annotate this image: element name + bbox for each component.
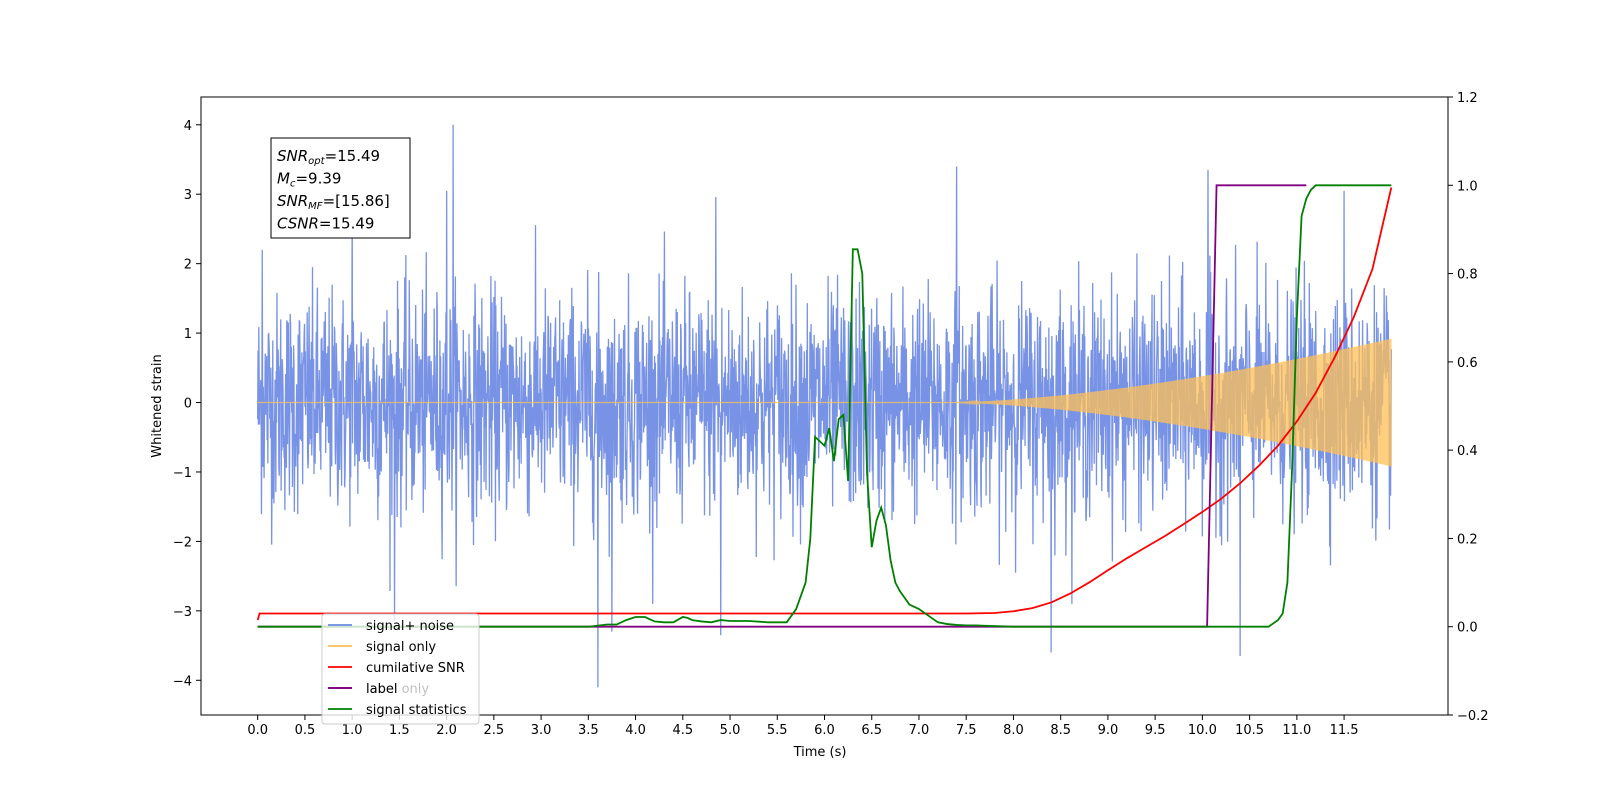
y2-tick-label: 0.0 <box>1457 621 1478 636</box>
x-tick-label: 10.0 <box>1188 723 1217 738</box>
legend-label: cumilative SNR <box>366 661 465 676</box>
legend: signal+ noise signal only cumilative SNR la… <box>321 613 480 725</box>
y2-tick-label: 1.0 <box>1457 179 1478 194</box>
x-tick-label: 6.5 <box>861 723 882 738</box>
y2-tick-label: −0.2 <box>1457 709 1489 724</box>
series-line-cumilative-snr <box>256 187 1393 621</box>
x-tick-label: 11.5 <box>1330 723 1359 738</box>
x-tick-label: 5.0 <box>720 723 741 738</box>
x-tick-label: 0.5 <box>295 723 316 738</box>
y2-tick-label: 1.2 <box>1457 91 1478 106</box>
x-tick-label: 1.5 <box>389 723 410 738</box>
x-axis-title: Time (s) <box>793 745 847 760</box>
series-line-signal-only <box>257 338 1392 467</box>
x-tick-label: 2.0 <box>436 723 457 738</box>
annotation-frame <box>270 137 411 239</box>
series-line-signal-statistics <box>257 184 1392 628</box>
y-axis-left: 4 3 2 1 0 −1 −2 −3 −4 <box>173 119 201 689</box>
x-tick-label: 4.5 <box>672 723 693 738</box>
legend-label: signal statistics <box>366 703 467 718</box>
series-line-signal-noise <box>257 124 1392 688</box>
x-tick-label: 0.0 <box>247 723 268 738</box>
x-tick-label: 5.5 <box>767 723 788 738</box>
y-tick-label: −3 <box>173 605 192 620</box>
x-tick-label: 11.0 <box>1282 723 1311 738</box>
y-tick-label: −2 <box>173 535 192 550</box>
annotation-line: Mc=9.39 <box>277 170 341 190</box>
y-tick-label: 4 <box>184 119 192 134</box>
x-tick-label: 3.0 <box>531 723 552 738</box>
y2-tick-label: 0.2 <box>1457 532 1478 547</box>
series-line-label <box>257 184 1307 628</box>
y2-tick-label: 0.6 <box>1457 356 1478 371</box>
x-tick-label: 10.5 <box>1235 723 1264 738</box>
x-tick-label: 9.0 <box>1098 723 1119 738</box>
legend-label: signal+ noise <box>366 619 454 634</box>
y-tick-label: 1 <box>184 327 192 342</box>
x-tick-label: 3.5 <box>578 723 599 738</box>
y-tick-label: 2 <box>184 258 192 273</box>
y-axis-title: Whitened strain <box>150 354 165 457</box>
x-tick-label: 6.0 <box>814 723 835 738</box>
y-tick-label: −1 <box>173 466 192 481</box>
legend-frame <box>321 613 480 725</box>
x-tick-label: 8.5 <box>1050 723 1071 738</box>
series-layer <box>256 124 1393 688</box>
annotation-line: SNRopt=15.49 <box>277 147 380 167</box>
annotation-line: CSNR=15.49 <box>277 215 374 233</box>
annotation-line: SNRMF=[15.86] <box>277 192 390 212</box>
y-tick-label: 0 <box>184 397 192 412</box>
y-tick-label: −4 <box>173 674 192 689</box>
x-tick-label: 8.0 <box>1003 723 1024 738</box>
legend-label: label only <box>366 682 429 697</box>
y2-tick-label: 0.4 <box>1457 444 1478 459</box>
x-tick-label: 7.0 <box>909 723 930 738</box>
legend-label: signal only <box>366 640 436 655</box>
y2-tick-label: 0.8 <box>1457 268 1478 283</box>
x-tick-label: 9.5 <box>1145 723 1166 738</box>
x-tick-label: 2.5 <box>484 723 505 738</box>
y-axis-right: 1.2 1.0 0.8 0.6 0.4 0.2 0.0 −0.2 <box>1448 91 1489 724</box>
legend-label: label <box>366 682 397 697</box>
x-tick-label: 1.0 <box>342 723 363 738</box>
x-tick-label: 4.0 <box>625 723 646 738</box>
x-axis: 0.0 0.5 1.0 1.5 2.0 2.5 3.0 3.5 4.0 4.5 5.0 5.5 6.0 6… <box>247 715 1359 738</box>
y-tick-label: 3 <box>184 188 192 203</box>
x-tick-label: 7.5 <box>956 723 977 738</box>
